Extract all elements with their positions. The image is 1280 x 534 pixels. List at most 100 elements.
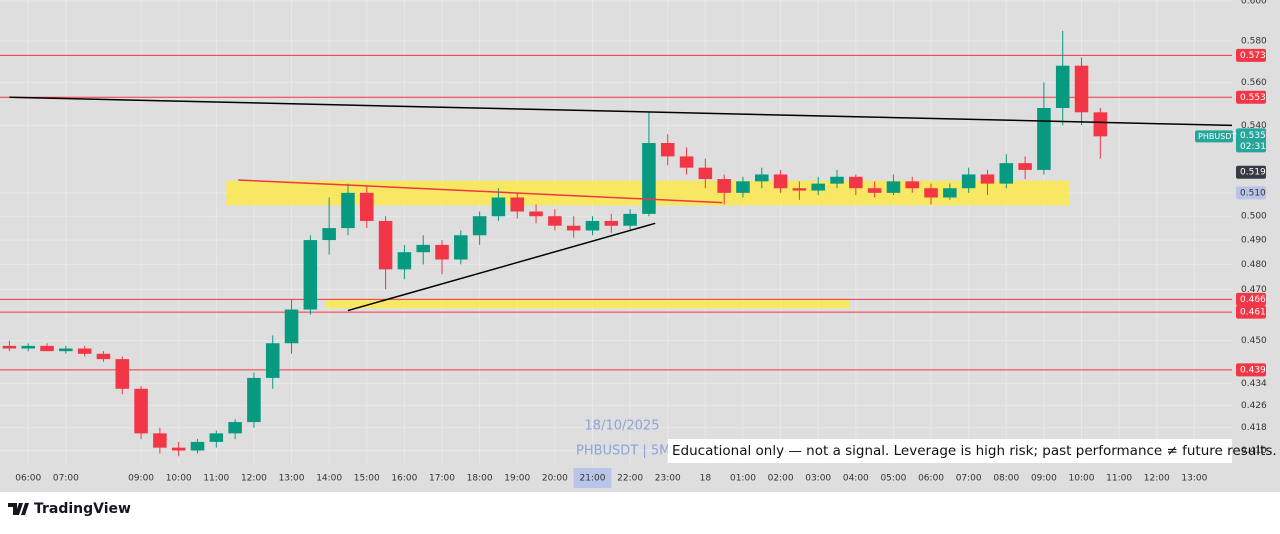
symbol-watermark: PHBUSDT | 5M (576, 444, 670, 459)
candle-body (115, 359, 130, 389)
x-tick-label: 12:00 (241, 474, 267, 484)
candle-body (454, 235, 468, 260)
x-tick-label: 04:00 (843, 474, 869, 484)
price-tag (1236, 292, 1266, 306)
x-tick-label: 20:00 (542, 474, 568, 484)
x-tick-label: 21:00 (580, 474, 606, 484)
candle-body (999, 163, 1014, 184)
trendline (9, 96, 1232, 127)
candle-body (849, 176, 863, 189)
y-tick-label: 0.426 (1241, 401, 1267, 411)
candle-body (77, 348, 92, 354)
candle-body (736, 181, 750, 193)
disclaimer-box (668, 439, 1232, 463)
x-tick-label: 09:00 (128, 474, 154, 484)
candle-body (397, 252, 412, 270)
candle-body (773, 174, 788, 189)
x-tick-label: 15:00 (354, 474, 380, 484)
y-tick-label: 0.480 (1241, 260, 1267, 270)
candle-body (566, 225, 581, 231)
y-tick-label: 0.600 (1241, 0, 1267, 6)
candle-body (21, 345, 35, 349)
candle-body (604, 220, 619, 226)
x-tick-label: 23:00 (655, 474, 681, 484)
price-tag (1236, 90, 1266, 104)
candle-body (924, 188, 938, 198)
candle-body (360, 192, 374, 221)
candle-body (96, 353, 111, 360)
axes: 0.600 0.580 0.560 0.540 0.510 0.500 0.490 0.480… (15, 0, 1267, 488)
x-tick-label: 09:00 (1031, 474, 1057, 484)
candle-body (830, 176, 844, 184)
candle-body (416, 244, 430, 253)
brand-logo: TradingView (8, 501, 131, 517)
candle-body (980, 174, 995, 184)
candle-body (40, 345, 54, 352)
candle-body (341, 192, 355, 229)
candle-body (1074, 65, 1089, 113)
candle-body (303, 240, 318, 310)
date-watermark: 18/10/2025 (585, 419, 660, 434)
countdown: 02:31 (1240, 142, 1266, 152)
y-tick-label: 0.418 (1241, 423, 1267, 433)
candle-body (529, 211, 543, 217)
x-tick-label: 16:00 (391, 474, 417, 484)
price-tag-label: 0.466 (1240, 295, 1266, 305)
x-tick-label: 19:00 (504, 474, 530, 484)
candle-body (642, 142, 656, 214)
candle-body (792, 188, 807, 191)
candle-body (228, 422, 242, 434)
x-tick-label: 08:00 (993, 474, 1019, 484)
candle-body (190, 441, 205, 451)
x-tick-label: 18 (700, 474, 712, 484)
x-tick-label: 11:00 (1106, 474, 1132, 484)
x-tick-label: 11:00 (203, 474, 229, 484)
candle-body (247, 377, 261, 423)
price-tag-label: 0.573 (1240, 51, 1266, 61)
y-tick-label: 0.540 (1241, 121, 1267, 131)
x-tick-label: 13:00 (279, 474, 305, 484)
x-tick-label: 06:00 (918, 474, 944, 484)
candle-body (548, 216, 562, 226)
candle-body (961, 174, 976, 189)
candle-body (717, 179, 731, 193)
symbol-tag-label: PHBUSDT (1198, 132, 1236, 141)
last-price-tag (1236, 128, 1266, 153)
candle-body (1037, 108, 1051, 170)
candle-body (209, 433, 224, 442)
candle-body (585, 220, 600, 231)
symbol-tag (1195, 130, 1233, 143)
candle-body (754, 174, 769, 182)
candle-body (660, 142, 675, 157)
candle-body (679, 156, 694, 168)
x-tick-label: 02:00 (768, 474, 794, 484)
candle-body (265, 343, 280, 378)
x-tick-label: 10:00 (166, 474, 192, 484)
x-tick-label: 17:00 (429, 474, 455, 484)
price-tag-label: 0.510 (1240, 188, 1266, 198)
candle-body (867, 188, 882, 193)
y-tick-label: 0.470 (1241, 285, 1267, 295)
x-tick-label: 07:00 (956, 474, 982, 484)
trendline (347, 222, 656, 312)
candle-body (171, 447, 186, 451)
y-tick-label: 0.490 (1241, 236, 1267, 246)
y-tick-label: 0.580 (1241, 37, 1267, 47)
zone (326, 299, 850, 309)
x-tick-label: 07:00 (53, 474, 79, 484)
y-tick-label: 0.500 (1241, 212, 1267, 222)
disclaimer: Educational only — not a signal. Leverag… (672, 443, 1277, 459)
price-tag (1236, 186, 1266, 200)
candle-body (905, 181, 920, 189)
price-tag-label: 0.461 (1240, 308, 1266, 318)
x-tick-label: 10:00 (1069, 474, 1095, 484)
crosshair-x-box (573, 468, 612, 488)
candle-body (435, 244, 449, 260)
y-tick-label: 0.450 (1241, 336, 1267, 346)
x-tick-label: 13:00 (1181, 474, 1207, 484)
candle-body (284, 309, 299, 344)
x-tick-label: 14:00 (316, 474, 342, 484)
x-tick-label: 22:00 (617, 474, 643, 484)
price-tag (1236, 305, 1266, 319)
last-price-label: 0.535 (1240, 131, 1266, 141)
